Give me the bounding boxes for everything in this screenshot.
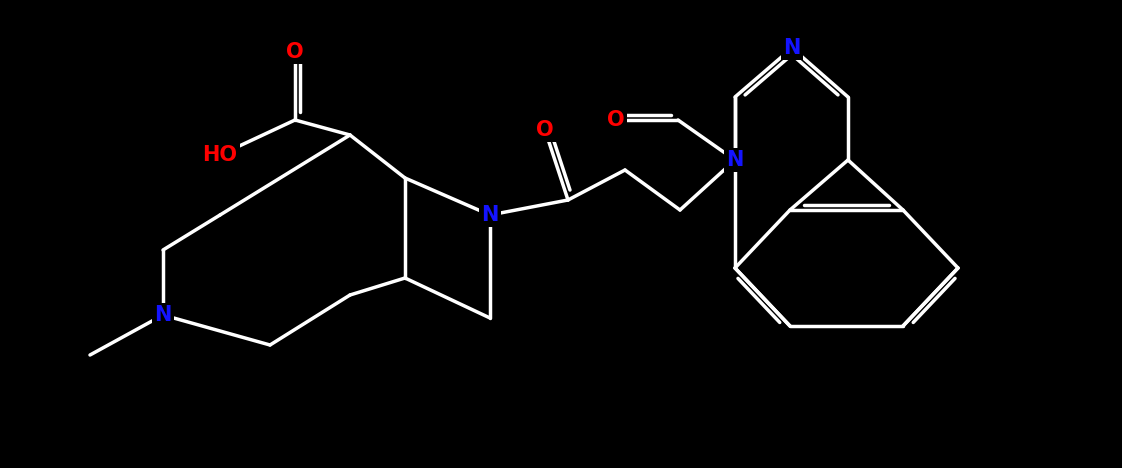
Text: O: O: [286, 42, 304, 62]
Text: N: N: [783, 38, 801, 58]
Text: N: N: [726, 150, 744, 170]
Text: N: N: [481, 205, 498, 225]
Text: O: O: [607, 110, 625, 130]
Text: N: N: [155, 305, 172, 325]
Text: O: O: [536, 120, 554, 140]
Text: HO: HO: [202, 145, 238, 165]
